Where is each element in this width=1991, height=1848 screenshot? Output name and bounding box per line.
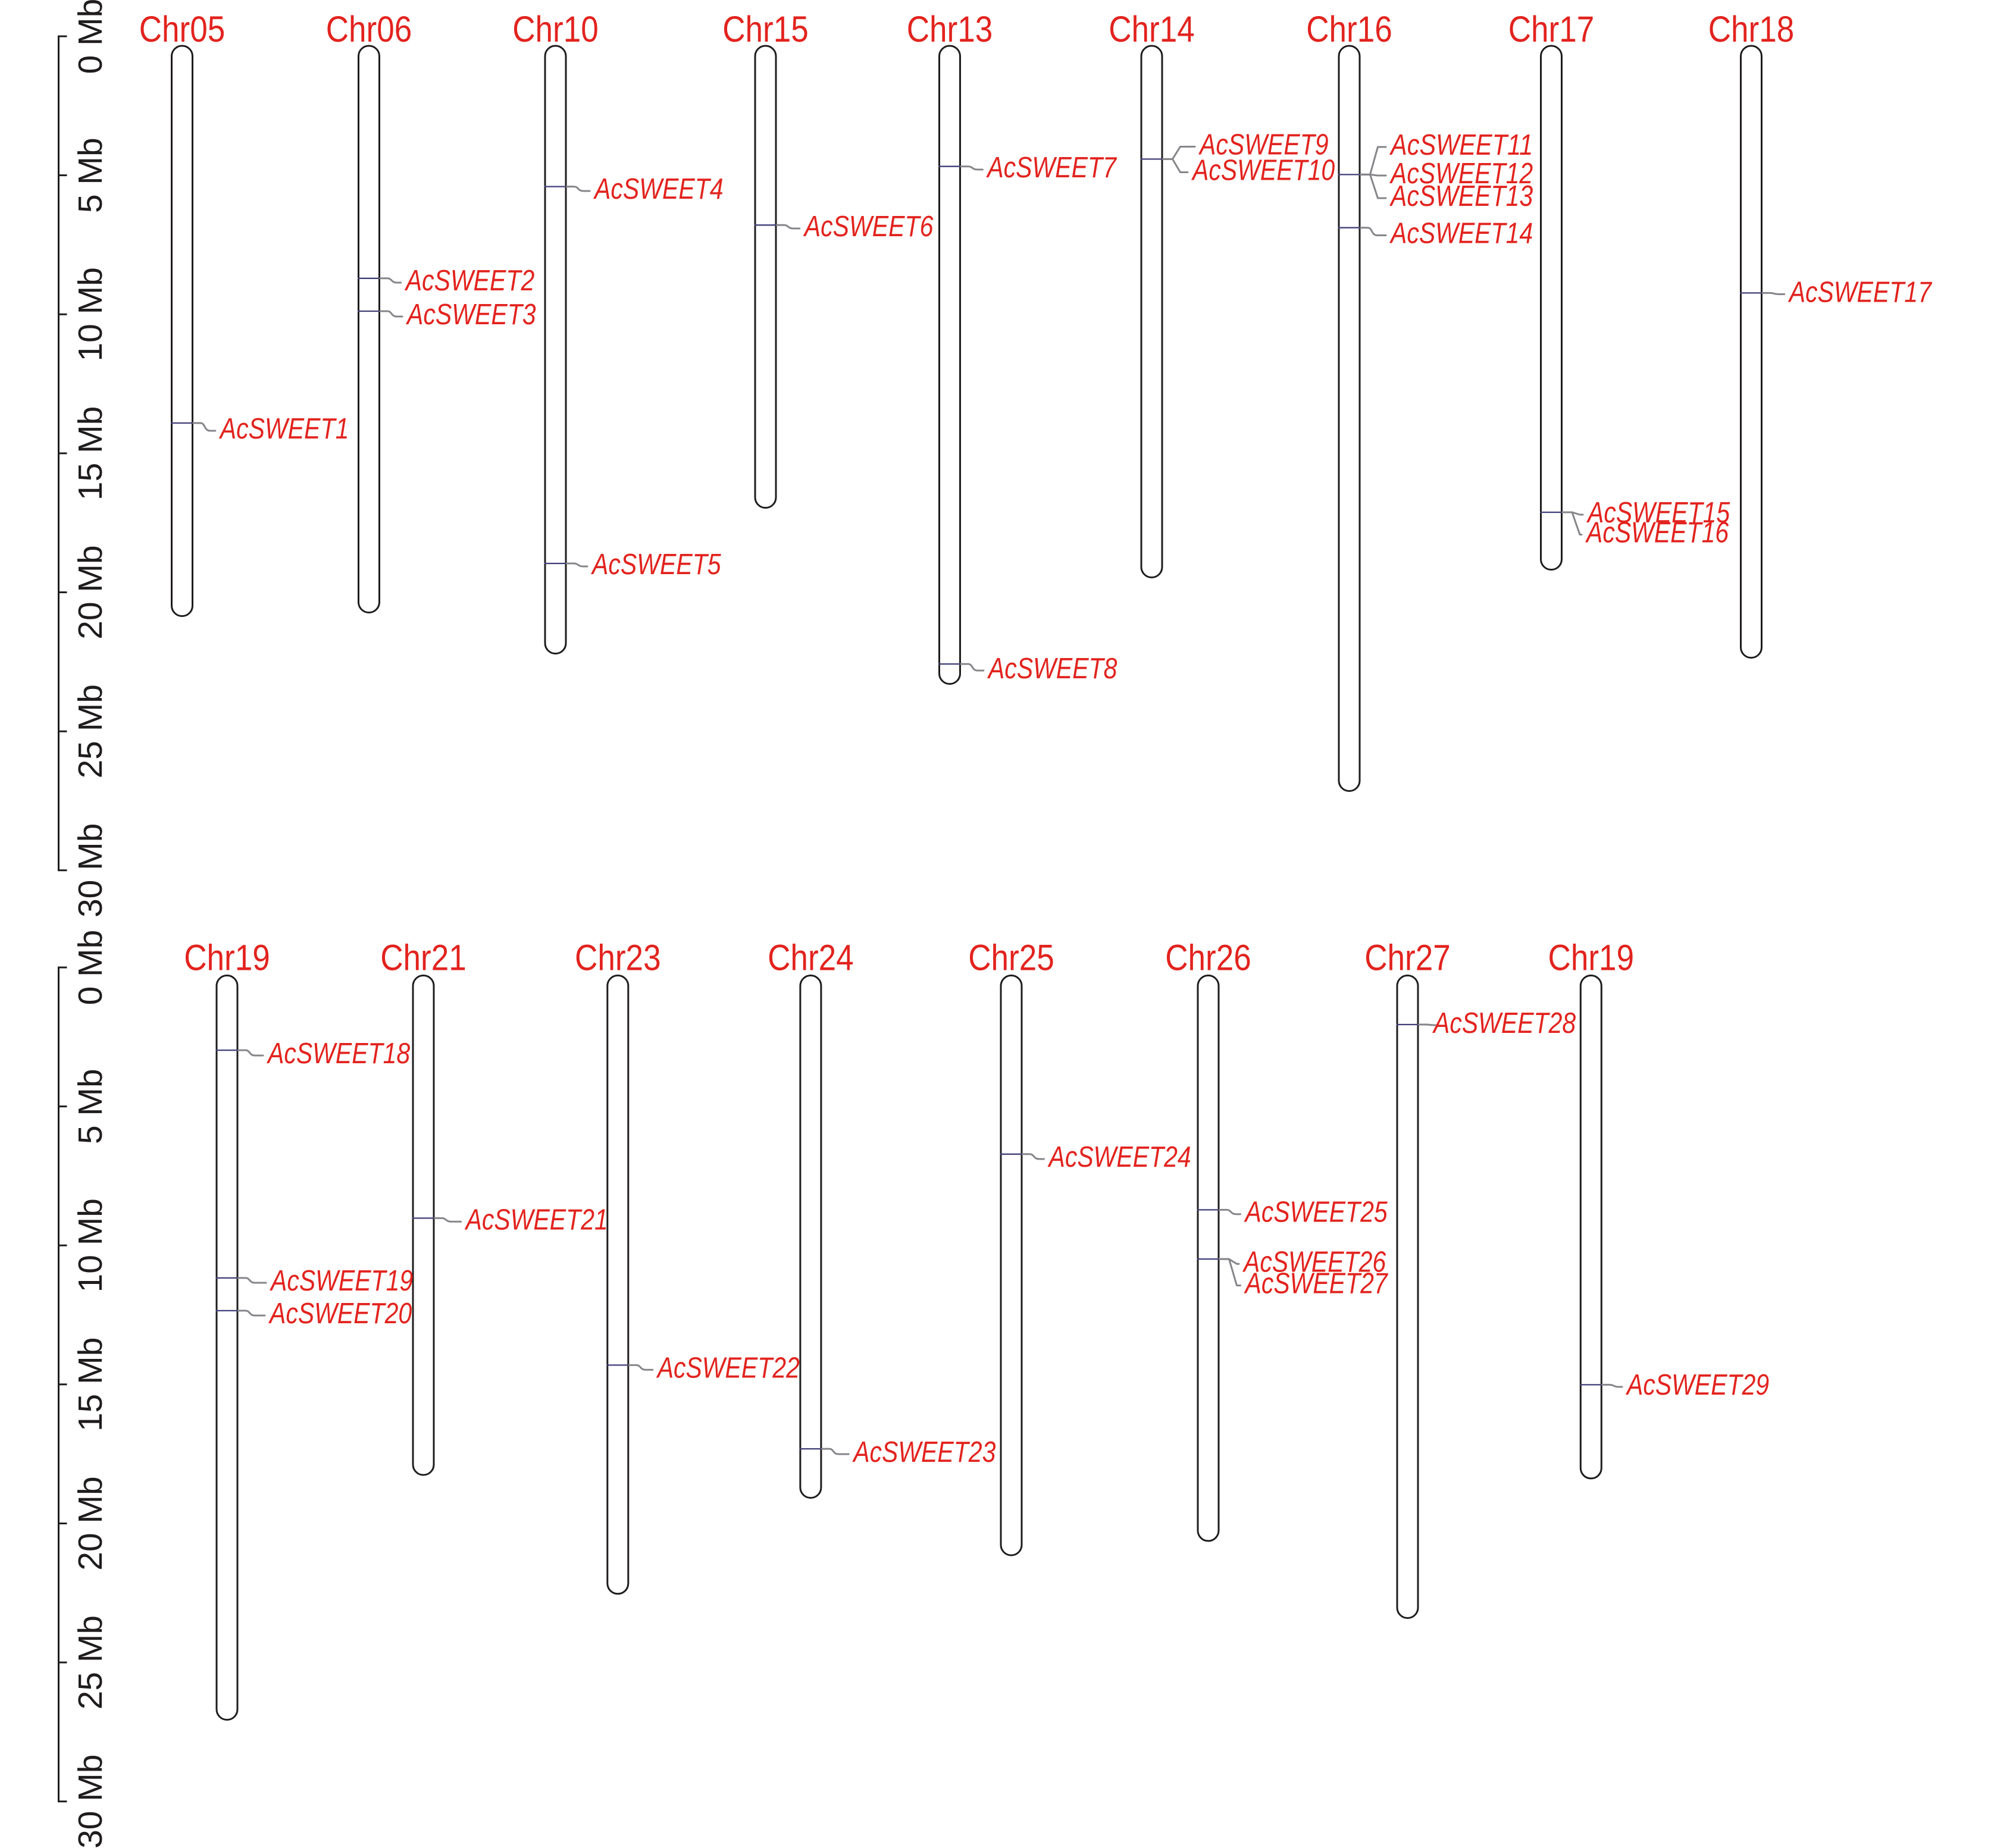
svg-text:20 Mb: 20 Mb [71, 545, 109, 639]
svg-text:Chr24: Chr24 [768, 938, 854, 978]
svg-text:5 Mb: 5 Mb [71, 137, 109, 213]
svg-text:AcSWEET4: AcSWEET4 [593, 173, 723, 205]
svg-text:Chr16: Chr16 [1306, 9, 1392, 49]
svg-text:AcSWEET10: AcSWEET10 [1191, 155, 1335, 187]
svg-text:AcSWEET24: AcSWEET24 [1047, 1141, 1191, 1173]
svg-text:AcSWEET25: AcSWEET25 [1244, 1196, 1388, 1229]
svg-text:Chr14: Chr14 [1109, 9, 1195, 49]
svg-text:0 Mb: 0 Mb [71, 0, 109, 74]
svg-text:30 Mb: 30 Mb [71, 823, 109, 917]
svg-text:AcSWEET18: AcSWEET18 [266, 1038, 410, 1070]
svg-text:AcSWEET13: AcSWEET13 [1389, 180, 1533, 212]
svg-text:5 Mb: 5 Mb [71, 1069, 109, 1144]
svg-text:15 Mb: 15 Mb [71, 1338, 109, 1432]
svg-text:Chr18: Chr18 [1708, 9, 1795, 49]
svg-text:AcSWEET14: AcSWEET14 [1389, 218, 1533, 250]
svg-text:Chr21: Chr21 [380, 938, 467, 978]
svg-text:10 Mb: 10 Mb [71, 1198, 109, 1292]
svg-text:AcSWEET22: AcSWEET22 [656, 1352, 800, 1384]
svg-text:Chr17: Chr17 [1508, 9, 1595, 49]
svg-text:AcSWEET9: AcSWEET9 [1198, 129, 1328, 161]
svg-text:Chr15: Chr15 [722, 9, 809, 49]
svg-text:Chr26: Chr26 [1165, 938, 1251, 978]
svg-text:Chr06: Chr06 [326, 9, 412, 49]
svg-text:AcSWEET8: AcSWEET8 [987, 653, 1117, 685]
svg-text:AcSWEET17: AcSWEET17 [1787, 277, 1932, 309]
svg-text:Chr25: Chr25 [968, 938, 1054, 978]
svg-text:AcSWEET23: AcSWEET23 [852, 1436, 996, 1468]
svg-text:AcSWEET20: AcSWEET20 [268, 1298, 412, 1330]
svg-text:AcSWEET7: AcSWEET7 [986, 152, 1117, 184]
svg-text:AcSWEET15: AcSWEET15 [1586, 497, 1730, 529]
svg-text:AcSWEET3: AcSWEET3 [405, 299, 536, 331]
svg-text:30 Mb: 30 Mb [71, 1754, 109, 1848]
svg-text:Chr19: Chr19 [184, 938, 270, 978]
svg-text:Chr05: Chr05 [139, 9, 226, 49]
svg-text:Chr19: Chr19 [1548, 938, 1635, 978]
svg-text:Chr13: Chr13 [907, 9, 993, 49]
svg-text:10 Mb: 10 Mb [71, 267, 109, 361]
svg-text:AcSWEET28: AcSWEET28 [1432, 1007, 1576, 1039]
svg-text:AcSWEET2: AcSWEET2 [404, 265, 534, 297]
svg-text:AcSWEET12: AcSWEET12 [1389, 158, 1533, 190]
svg-text:0 Mb: 0 Mb [71, 930, 109, 1006]
svg-text:AcSWEET27: AcSWEET27 [1244, 1268, 1388, 1300]
svg-text:Chr10: Chr10 [512, 9, 599, 49]
svg-text:AcSWEET26: AcSWEET26 [1242, 1246, 1386, 1278]
svg-text:AcSWEET6: AcSWEET6 [803, 211, 934, 243]
svg-text:Chr27: Chr27 [1364, 938, 1451, 978]
svg-text:AcSWEET19: AcSWEET19 [269, 1265, 413, 1297]
svg-text:Chr23: Chr23 [575, 938, 661, 978]
svg-text:AcSWEET11: AcSWEET11 [1389, 129, 1533, 161]
svg-text:25 Mb: 25 Mb [71, 684, 109, 778]
svg-text:AcSWEET29: AcSWEET29 [1625, 1369, 1769, 1401]
svg-text:AcSWEET5: AcSWEET5 [590, 549, 721, 581]
svg-text:25 Mb: 25 Mb [71, 1615, 109, 1709]
svg-text:15 Mb: 15 Mb [71, 406, 109, 500]
svg-text:AcSWEET1: AcSWEET1 [218, 413, 349, 445]
svg-text:20 Mb: 20 Mb [71, 1476, 109, 1570]
svg-text:AcSWEET21: AcSWEET21 [464, 1204, 608, 1236]
svg-text:AcSWEET16: AcSWEET16 [1585, 517, 1729, 549]
